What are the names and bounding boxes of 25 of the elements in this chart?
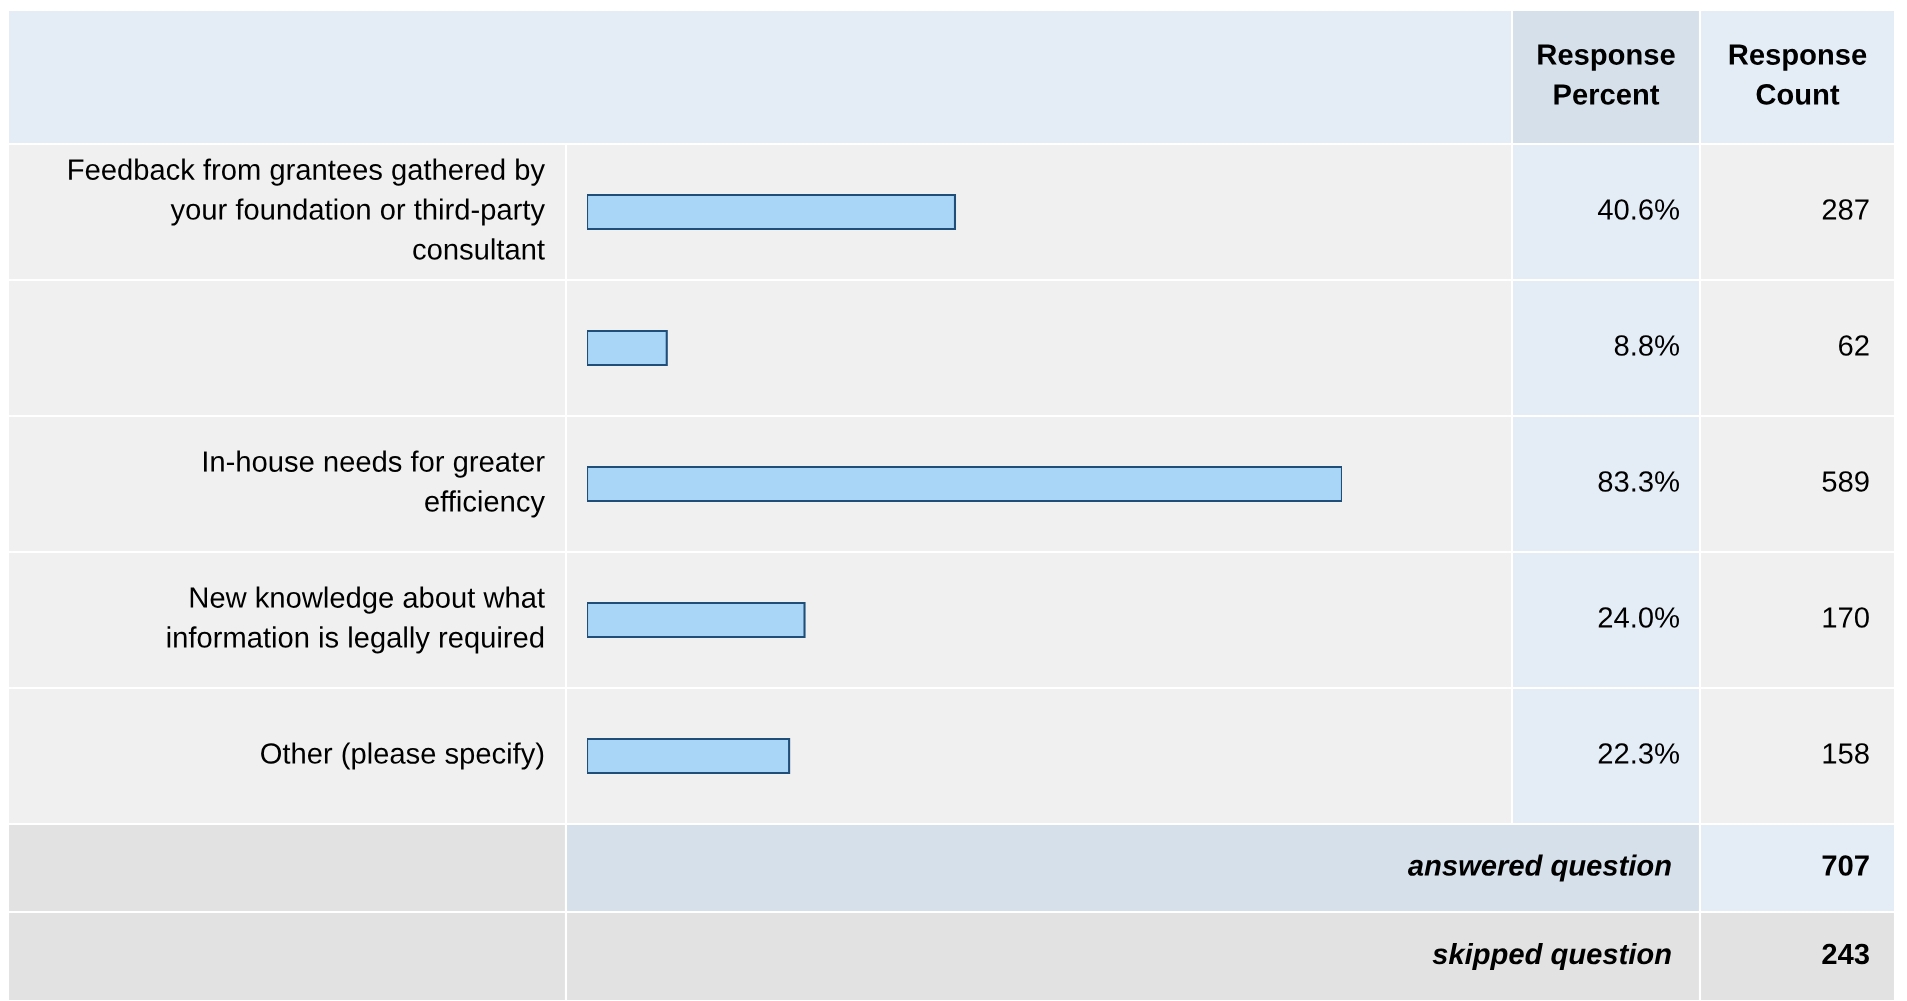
text: 243 — [1822, 943, 1869, 965]
data-label: 40.6% — [1597, 199, 1679, 220]
bar — [587, 737, 791, 775]
bar — [587, 465, 1342, 503]
y-tick-label: Other (please specify) — [261, 742, 544, 770]
text: 589 — [1822, 471, 1869, 492]
y-tick-label: In-house needs for greater efficiency — [203, 450, 545, 518]
bar — [587, 601, 806, 639]
y-tick-label: New knowledge about what information is legally required — [167, 586, 545, 654]
text: 707 — [1822, 855, 1869, 876]
text: 170 — [1823, 607, 1869, 628]
y-tick-label: Feedback from grantees gathered by your foundation or third-party consultant — [69, 158, 545, 260]
text: 287 — [1822, 199, 1869, 220]
data-label: 22.3% — [1598, 743, 1679, 764]
text: Response Percent — [1538, 44, 1675, 105]
data-label: 83.3% — [1598, 471, 1679, 492]
text: 158 — [1823, 743, 1869, 764]
data-label: 24.0% — [1598, 607, 1679, 628]
text: Response Count — [1729, 44, 1867, 105]
text: skipped question — [1432, 942, 1671, 971]
bar — [587, 329, 668, 367]
bar — [587, 193, 957, 231]
text: answered question — [1407, 854, 1671, 882]
data-label: 8.8% — [1614, 335, 1679, 356]
text: 62 — [1839, 335, 1869, 356]
